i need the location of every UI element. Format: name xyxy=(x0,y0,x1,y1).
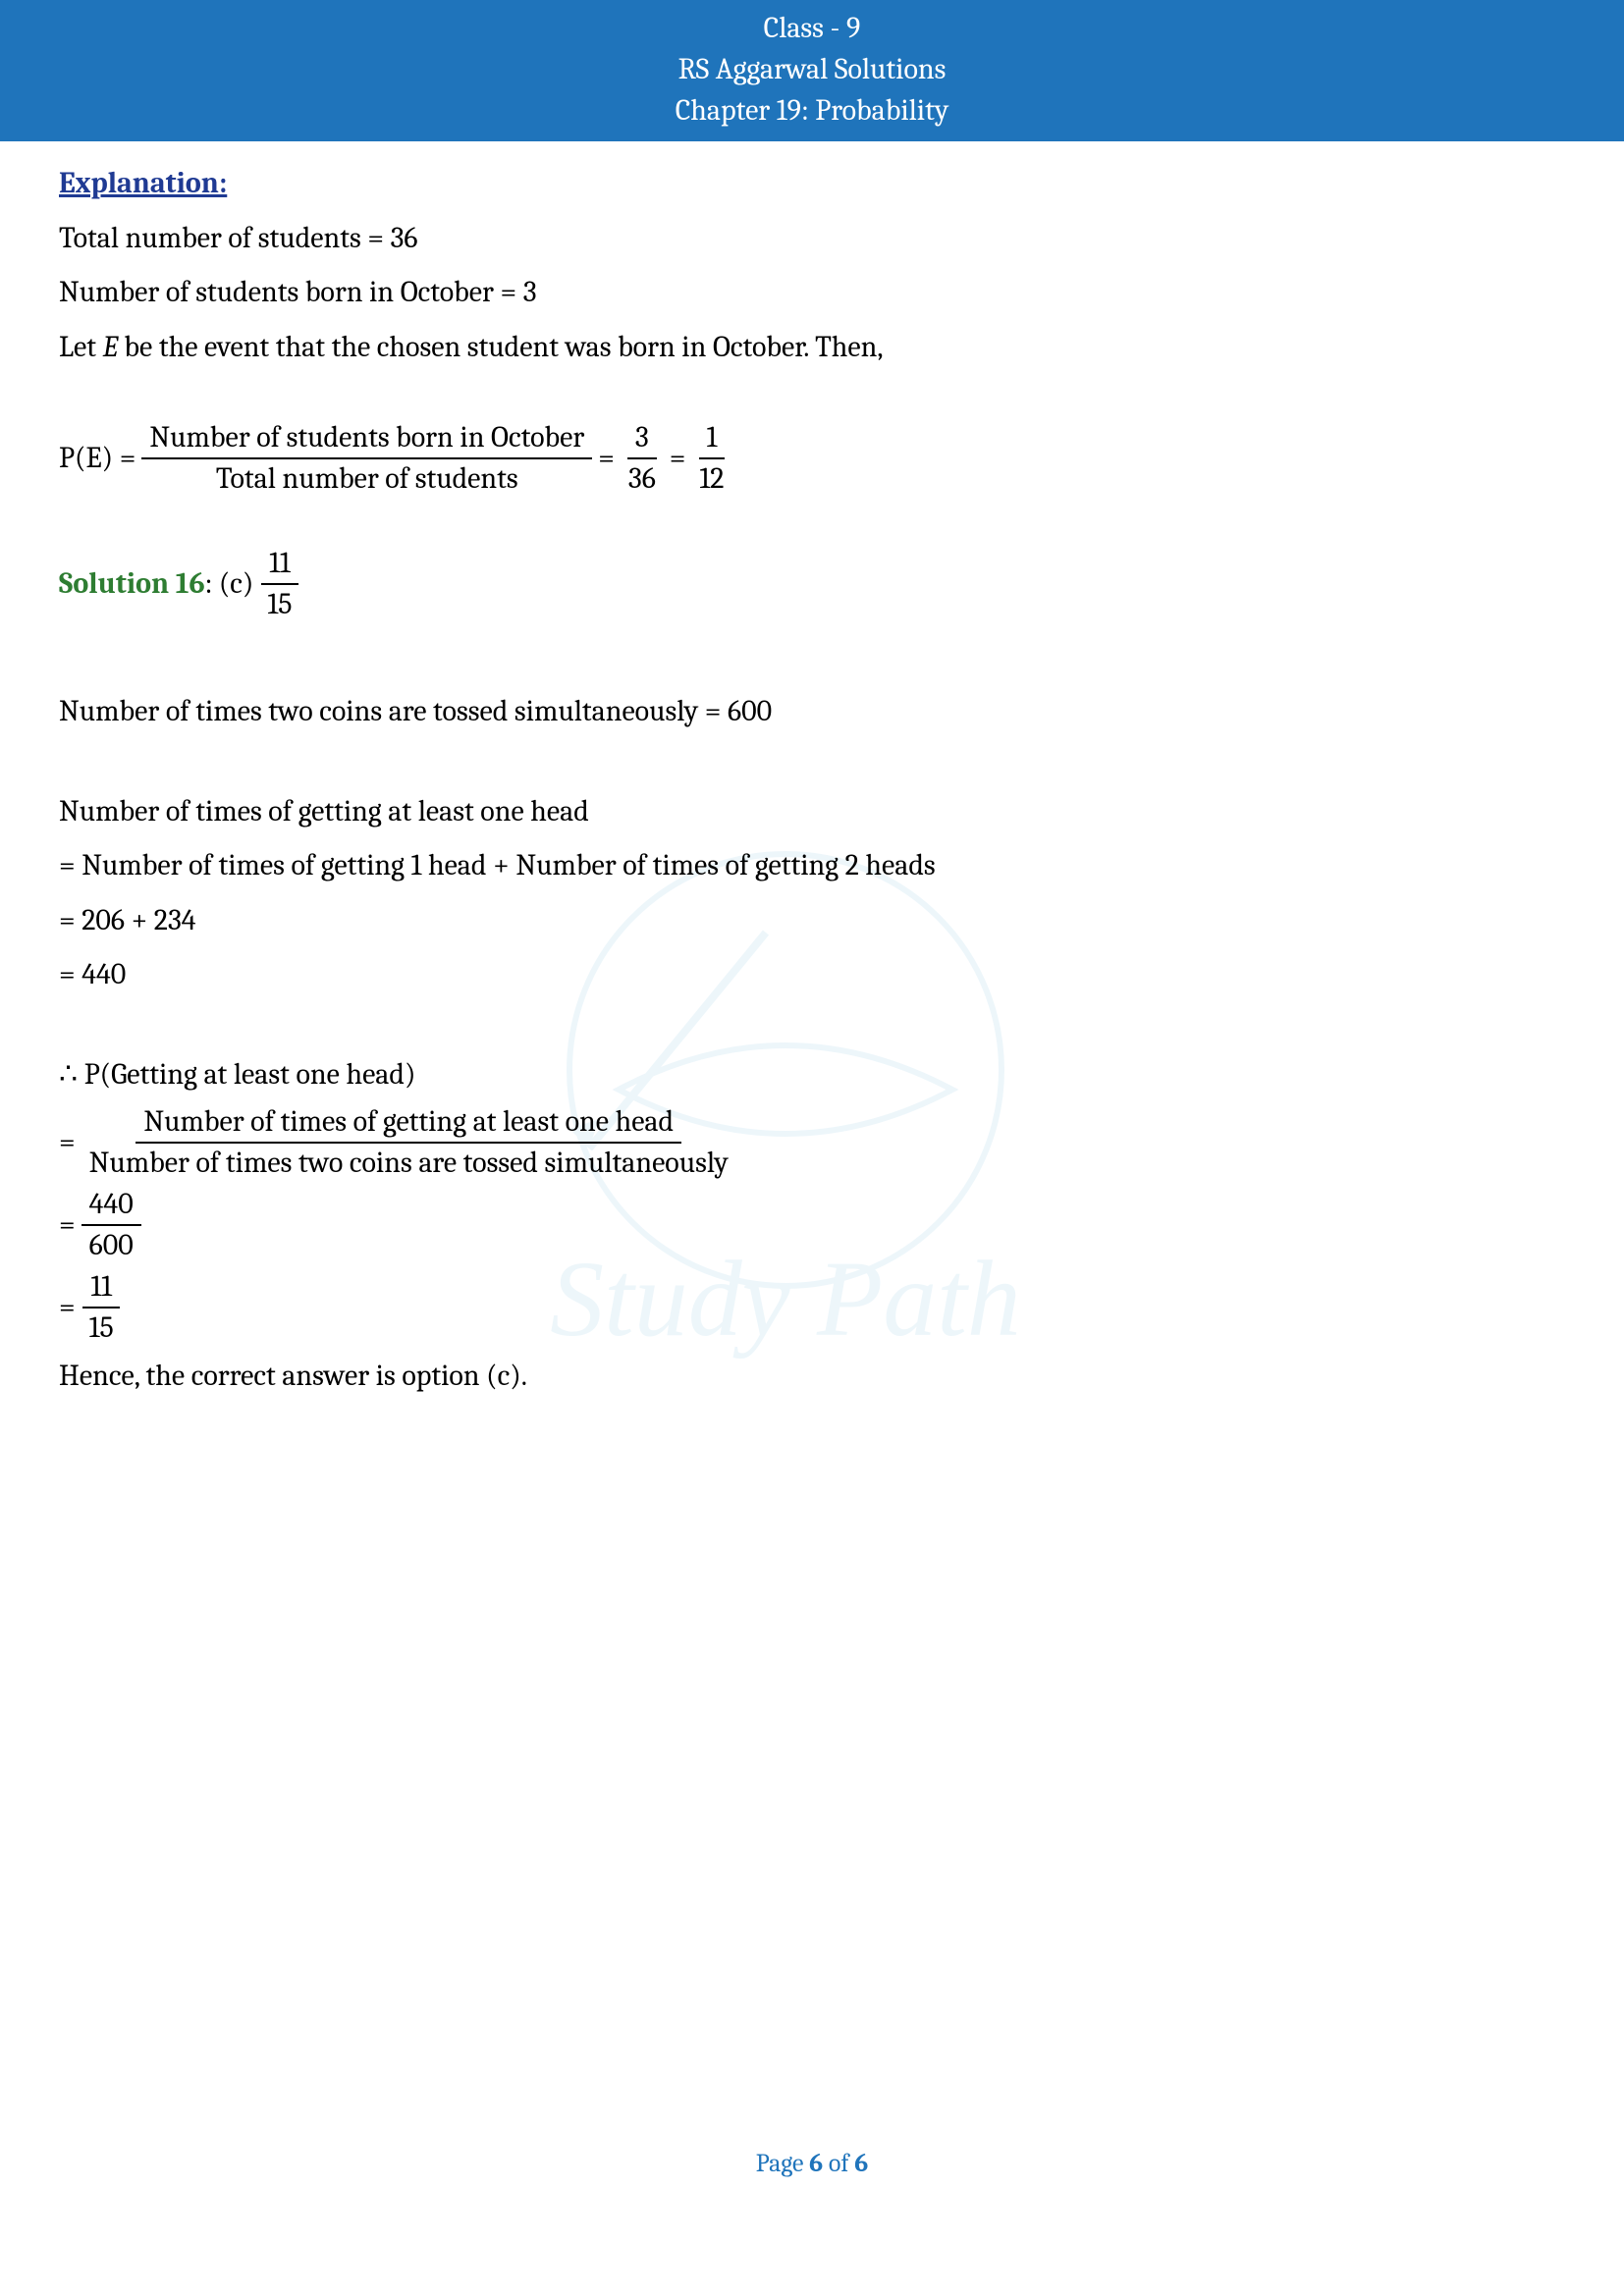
pe-lhs: P(E) = xyxy=(59,434,135,483)
therefore-line: ∴ P(Getting at least one head) xyxy=(59,1050,1565,1099)
explanation-heading: Explanation: xyxy=(59,159,1565,208)
explanation-label: Explanation: xyxy=(59,166,227,200)
pe-frac2-num: 3 xyxy=(627,420,657,459)
pe-frac3-den: 12 xyxy=(691,459,731,497)
sol16-den: 15 xyxy=(259,585,299,622)
footer-current: 6 xyxy=(809,2149,823,2178)
page-content: Explanation: Total number of students = … xyxy=(0,141,1624,1401)
atleast-head-eq1: = Number of times of getting 1 head + Nu… xyxy=(59,841,1565,890)
prob-frac-num: Number of times of getting at least one … xyxy=(135,1104,681,1144)
event-variable: E xyxy=(103,330,125,364)
prob-val1-eq: = xyxy=(59,1201,76,1250)
prob-val2-frac: 11 15 xyxy=(81,1269,122,1346)
tosses-line: Number of times two coins are tossed sim… xyxy=(59,687,1565,736)
prob-frac-den: Number of times two coins are tossed sim… xyxy=(81,1144,736,1181)
pe-frac3-num: 1 xyxy=(699,420,726,459)
event-prefix: Let xyxy=(59,330,103,364)
atleast-head-eq2: = 206 + 234 xyxy=(59,896,1565,945)
total-students-line: Total number of students = 36 xyxy=(59,214,1565,263)
solution-16-label: Solution 16 xyxy=(59,560,205,609)
footer-prefix: Page xyxy=(756,2149,809,2178)
pe-eq1: = xyxy=(598,434,615,483)
prob-val1-den: 600 xyxy=(81,1226,141,1263)
header-line-1: Class - 9 xyxy=(0,8,1624,49)
atleast-head-label: Number of times of getting at least one … xyxy=(59,787,1565,836)
pe-formula: P(E) = Number of students born in Octobe… xyxy=(59,420,1565,497)
solution-16-answer-frac: 11 15 xyxy=(259,546,299,622)
header-line-2: RS Aggarwal Solutions xyxy=(0,49,1624,90)
sol16-num: 11 xyxy=(261,546,298,585)
october-students-line: Number of students born in October = 3 xyxy=(59,268,1565,317)
pe-frac-words: Number of students born in October Total… xyxy=(141,420,592,497)
page-header: Class - 9 RS Aggarwal Solutions Chapter … xyxy=(0,0,1624,141)
prob-val2-den: 15 xyxy=(81,1308,122,1346)
solution-16-line: Solution 16 : (c) 11 15 xyxy=(59,546,1565,622)
prob-label: P(Getting at least one head) xyxy=(84,1057,416,1092)
pe-eq2: = xyxy=(670,434,686,483)
header-line-3: Chapter 19: Probability xyxy=(0,90,1624,132)
footer-middle: of xyxy=(823,2149,854,2178)
conclusion-line: Hence, the correct answer is option (c). xyxy=(59,1352,1565,1401)
prob-formula-words: = Number of times of getting at least on… xyxy=(59,1104,1565,1181)
page-footer: Page 6 of 6 xyxy=(0,2149,1624,2178)
pe-frac1-num: Number of students born in October xyxy=(141,420,592,459)
footer-total: 6 xyxy=(854,2149,868,2178)
therefore-symbol: ∴ xyxy=(59,1057,84,1092)
pe-frac2-den: 36 xyxy=(621,459,664,497)
prob-val2-eq: = xyxy=(59,1283,76,1332)
prob-frac-words: Number of times of getting at least one … xyxy=(81,1104,736,1181)
prob-value-11-15: = 11 15 xyxy=(59,1269,1565,1346)
prob-val1-frac: 440 600 xyxy=(81,1187,141,1263)
prob-value-440-600: = 440 600 xyxy=(59,1187,1565,1263)
prob-val2-num: 11 xyxy=(82,1269,120,1308)
pe-frac1-den: Total number of students xyxy=(208,459,526,497)
pe-frac-112: 1 12 xyxy=(691,420,731,497)
prob-val1-num: 440 xyxy=(81,1187,141,1226)
event-suffix: be the event that the chosen student was… xyxy=(124,330,883,364)
pe-frac-336: 3 36 xyxy=(621,420,664,497)
event-definition-line: Let E be the event that the chosen stude… xyxy=(59,323,1565,372)
solution-16-option: : (c) xyxy=(205,560,254,609)
atleast-head-eq3: = 440 xyxy=(59,950,1565,999)
prob-eq: = xyxy=(59,1118,76,1167)
